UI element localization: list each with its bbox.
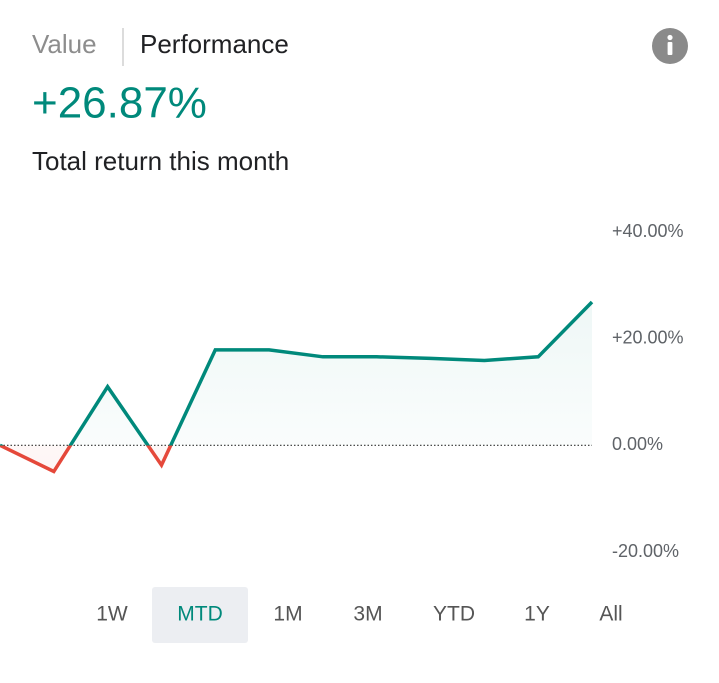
range-button[interactable]: All [599,603,622,626]
tab-value[interactable]: Value [32,29,97,59]
y-tick-label: -20.00% [612,541,679,561]
range-button[interactable]: MTD [177,603,223,626]
subtitle: Total return this month [32,146,289,176]
line-area [0,302,592,472]
y-tick-label: +40.00% [612,221,684,241]
range-button[interactable]: YTD [433,603,475,626]
line [0,300,594,474]
plot: +40.00% +20.00% 0.00% -20.00% [0,221,684,561]
info-icon[interactable] [652,28,688,64]
range-button[interactable]: 3M [353,603,382,626]
headline-return: +26.87% [32,79,207,128]
y-tick-label: +20.00% [612,327,684,347]
range-buttons: 1W MTD 1M 3M YTD 1Y All [96,587,623,643]
range-button[interactable]: 1Y [524,603,550,626]
selected-range-bg [152,587,248,643]
y-tick-label: 0.00% [612,434,663,454]
range-button[interactable]: 1W [96,603,128,626]
range-button[interactable]: 1M [273,603,302,626]
tab-performance[interactable]: Performance [140,29,289,59]
